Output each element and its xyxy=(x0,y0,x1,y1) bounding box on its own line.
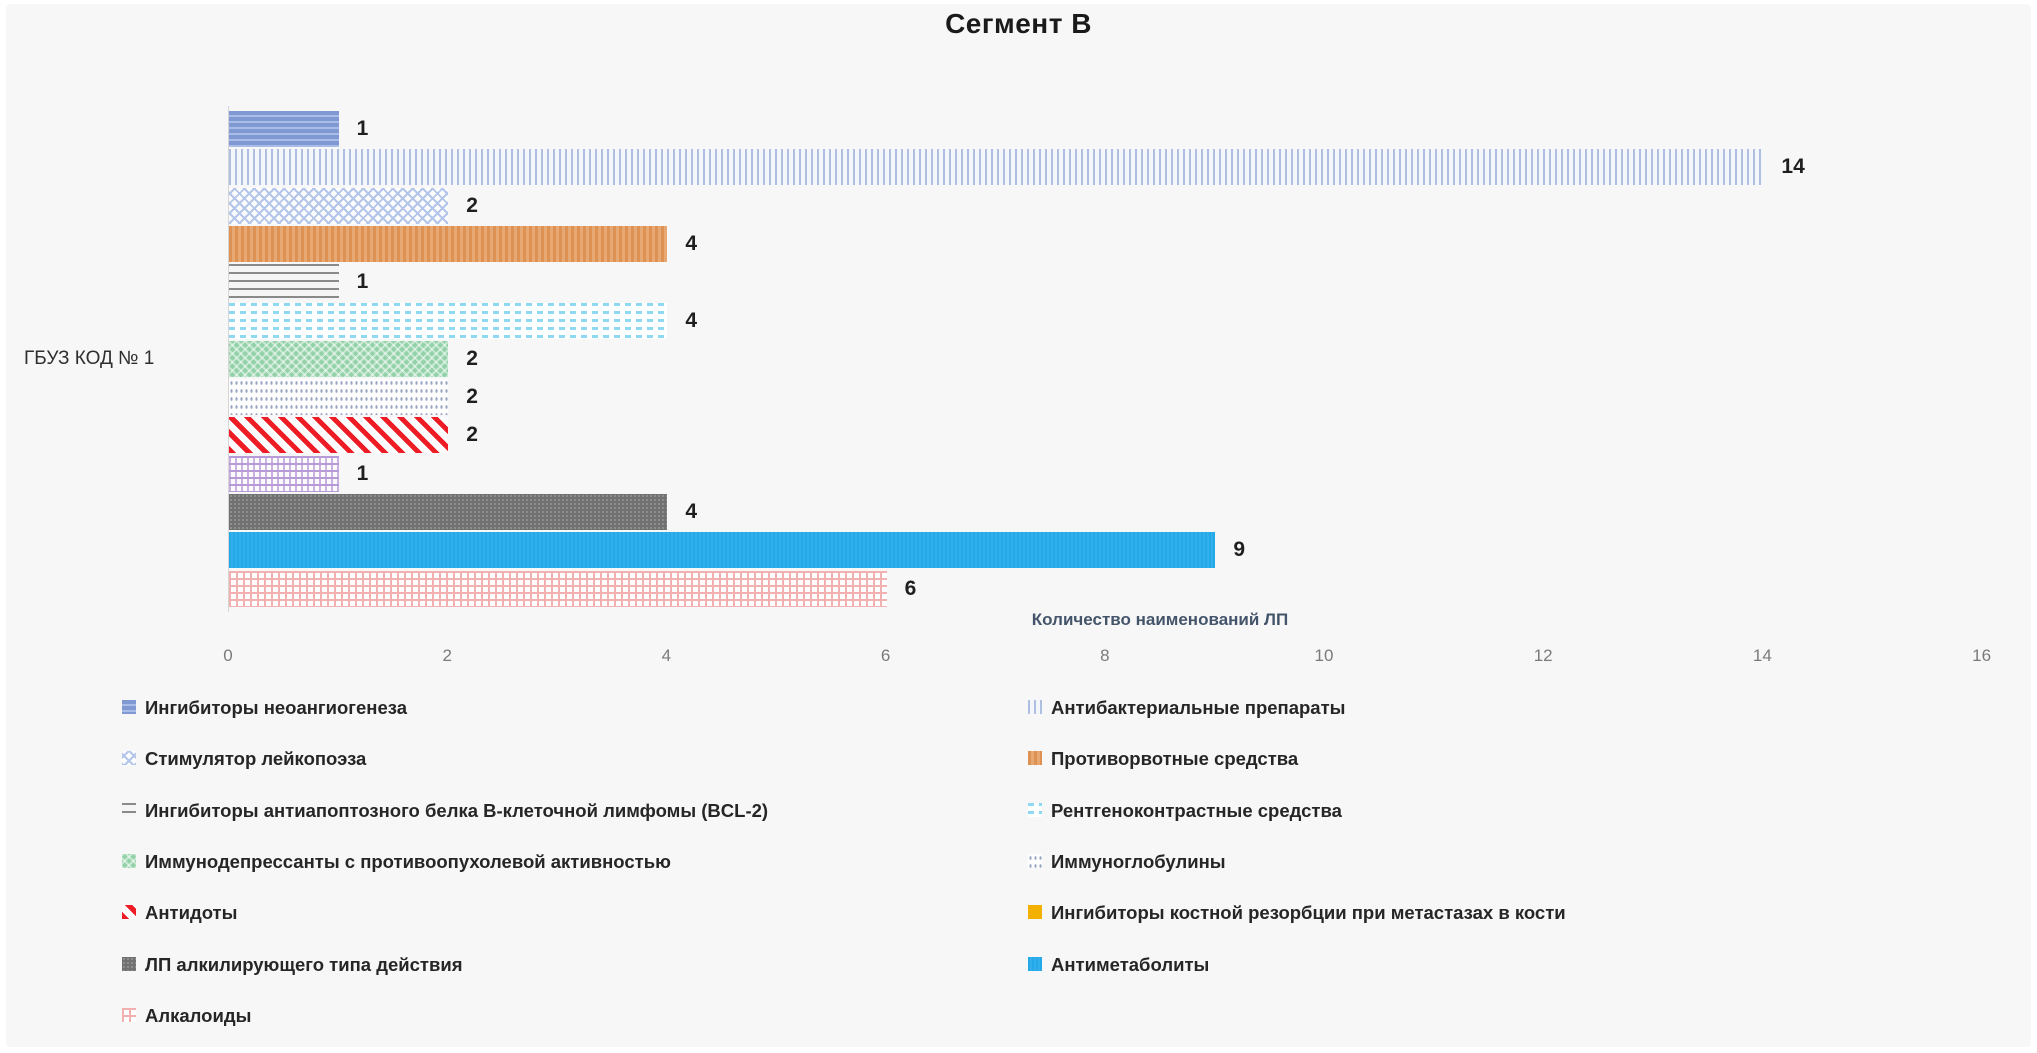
legend-label: Иммуноглобулины xyxy=(1051,850,1226,872)
legend-swatch-icon xyxy=(122,700,136,714)
bar-p12 xyxy=(229,532,1216,569)
legend-label: Противорвотные средства xyxy=(1051,748,1299,770)
legend-label: Иммунодепрессанты с противоопухолевой ак… xyxy=(145,850,671,872)
bar-value-label: 4 xyxy=(685,231,698,255)
bar-value-label: 6 xyxy=(904,576,917,600)
y-axis-category-label: ГБУЗ КОД № 1 xyxy=(24,348,155,369)
bar-p5 xyxy=(229,264,339,301)
legend-label: Антидоты xyxy=(145,902,238,924)
x-tick-label: 10 xyxy=(1314,646,1334,665)
legend-swatch-icon xyxy=(122,802,136,817)
bar-p7 xyxy=(229,340,449,377)
bar-value-label: 2 xyxy=(466,385,478,409)
legend-label: Алкалоиды xyxy=(145,1004,252,1026)
bar-value-label: 2 xyxy=(466,423,478,447)
legend-label: Ингибиторы костной резорбции при метаста… xyxy=(1051,902,1566,924)
x-axis-title: Количество наименований ЛП xyxy=(1031,610,1289,629)
x-tick-label: 4 xyxy=(661,646,672,665)
legend-swatch-icon xyxy=(1028,700,1042,714)
bar-p13 xyxy=(229,570,887,607)
legend-swatch-icon xyxy=(122,956,136,971)
bar-value-label: 2 xyxy=(466,193,478,217)
bar-p11 xyxy=(229,494,668,530)
legend-label: ЛП алкилирующего типа действия xyxy=(145,953,463,975)
x-tick-label: 12 xyxy=(1533,646,1553,665)
bar-p2 xyxy=(229,149,1764,186)
legend-label: Ингибиторы антиапоптозного белка B-клето… xyxy=(145,799,769,821)
bar-value-label: 4 xyxy=(685,500,698,523)
legend-swatch-icon xyxy=(122,905,136,920)
bar-value-label: 1 xyxy=(356,117,369,140)
bar-value-label: 1 xyxy=(356,270,369,294)
legend-swatch-icon xyxy=(1028,853,1042,868)
bar-p9 xyxy=(229,417,449,454)
legend-label: Стимулятор лейкопоэза xyxy=(145,748,367,770)
legend-swatch-icon xyxy=(122,751,136,766)
x-tick-label: 2 xyxy=(442,646,452,665)
bar-value-label: 14 xyxy=(1781,155,1805,179)
legend-swatch-icon xyxy=(1028,956,1042,971)
x-tick-label: 6 xyxy=(880,646,891,665)
bar-p1 xyxy=(229,111,339,147)
x-tick-label: 14 xyxy=(1752,646,1772,665)
bar-p3 xyxy=(229,187,449,224)
legend-label: Антибактериальные препараты xyxy=(1051,697,1346,718)
bar-p6 xyxy=(229,302,668,339)
legend-label: Ингибиторы неоангиогенеза xyxy=(145,697,408,718)
bar-value-label: 1 xyxy=(356,461,369,485)
legend-swatch-icon xyxy=(122,853,136,868)
bar-p10 xyxy=(229,455,339,492)
bar-value-label: 9 xyxy=(1233,538,1246,562)
x-tick-label: 0 xyxy=(223,646,233,665)
chart-title: Сегмент В xyxy=(945,8,1092,39)
bar-p4 xyxy=(229,225,668,262)
legend-swatch-icon xyxy=(1028,802,1042,817)
bar-value-label: 4 xyxy=(685,308,698,332)
legend-swatch-icon xyxy=(1028,751,1042,766)
legend-swatch-icon xyxy=(122,1007,136,1022)
legend-label: Рентгеноконтрастные средства xyxy=(1051,799,1342,821)
y-axis-line xyxy=(228,106,229,612)
bar-p8 xyxy=(229,379,449,416)
x-tick-label: 8 xyxy=(1100,646,1110,665)
legend-swatch-icon xyxy=(1028,905,1042,920)
bar-value-label: 2 xyxy=(466,346,478,370)
x-tick-label: 16 xyxy=(1972,646,1992,665)
legend-label: Антиметаболиты xyxy=(1051,953,1210,975)
